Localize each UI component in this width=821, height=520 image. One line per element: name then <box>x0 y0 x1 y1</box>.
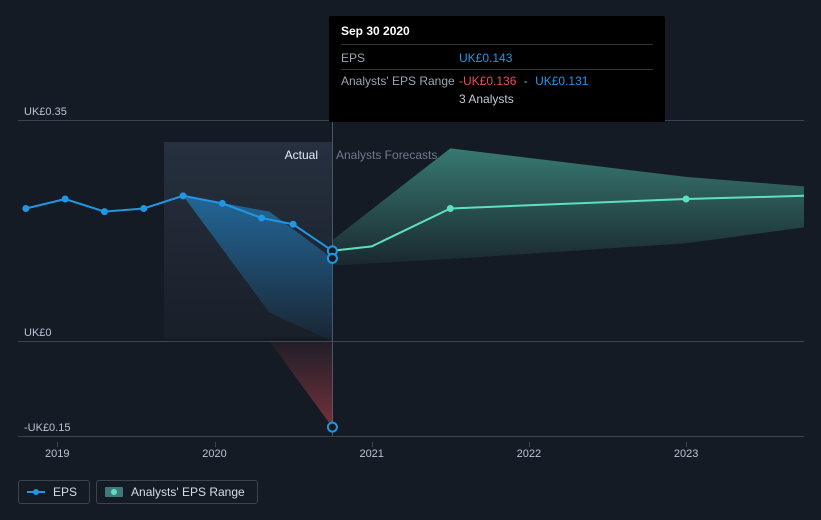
chart-lines-svg <box>18 120 804 436</box>
plot-area: UK£0.35UK£0-UK£0.15 Actual Analysts Fore… <box>18 120 804 436</box>
tooltip-range-sep: - <box>524 74 528 88</box>
tooltip-row-range: Analysts' EPS Range -UK£0.136 - UK£0.131 <box>341 72 653 90</box>
eps-marker <box>258 214 265 221</box>
tooltip-row-analysts: 3 Analysts <box>341 90 653 108</box>
eps-marker <box>22 205 29 212</box>
tooltip-range-key: Analysts' EPS Range <box>341 74 459 88</box>
legend-item-range[interactable]: Analysts' EPS Range <box>96 480 258 504</box>
eps-marker <box>62 196 69 203</box>
x-tick <box>215 442 216 447</box>
eps-line-actual <box>26 196 333 251</box>
legend-swatch-range <box>105 487 123 497</box>
eps-chart[interactable]: UK£0.35UK£0-UK£0.15 Actual Analysts Fore… <box>18 120 804 436</box>
x-tick <box>686 442 687 447</box>
tooltip-range-high: UK£0.131 <box>535 74 588 88</box>
hover-tooltip: Sep 30 2020 EPS UK£0.143 Analysts' EPS R… <box>329 16 665 122</box>
gridline <box>18 436 804 437</box>
eps-marker <box>180 192 187 199</box>
x-axis-label: 2019 <box>45 448 69 460</box>
tooltip-date: Sep 30 2020 <box>341 24 653 45</box>
x-axis: 2019 2020 2021 2022 2023 <box>18 442 804 462</box>
x-tick <box>372 442 373 447</box>
eps-marker <box>219 200 226 207</box>
tooltip-range-low: -UK£0.136 <box>459 74 516 88</box>
legend-label-eps: EPS <box>53 485 77 499</box>
tooltip-eps-key: EPS <box>341 51 459 65</box>
x-axis-label: 2022 <box>517 448 541 460</box>
x-axis-label: 2021 <box>359 448 383 460</box>
legend-swatch-eps <box>27 487 45 497</box>
x-tick <box>529 442 530 447</box>
eps-marker <box>140 205 147 212</box>
tooltip-analysts-count: 3 Analysts <box>459 92 514 106</box>
eps-line-forecast <box>332 196 804 251</box>
tooltip-row-eps: EPS UK£0.143 <box>341 49 653 70</box>
eps-marker <box>290 221 297 228</box>
x-tick <box>57 442 58 447</box>
hover-marker-range-high <box>328 254 337 263</box>
legend-item-eps[interactable]: EPS <box>18 480 90 504</box>
x-axis-label: 2023 <box>674 448 698 460</box>
tooltip-eps-value: UK£0.143 <box>459 51 512 65</box>
eps-forecast-marker <box>683 196 690 203</box>
y-axis-label: UK£0.35 <box>24 106 67 118</box>
chart-legend: EPS Analysts' EPS Range <box>18 480 258 504</box>
hover-marker-range-low <box>328 423 337 432</box>
x-axis-label: 2020 <box>202 448 226 460</box>
eps-forecast-marker <box>447 205 454 212</box>
eps-marker <box>101 208 108 215</box>
legend-label-range: Analysts' EPS Range <box>131 485 245 499</box>
